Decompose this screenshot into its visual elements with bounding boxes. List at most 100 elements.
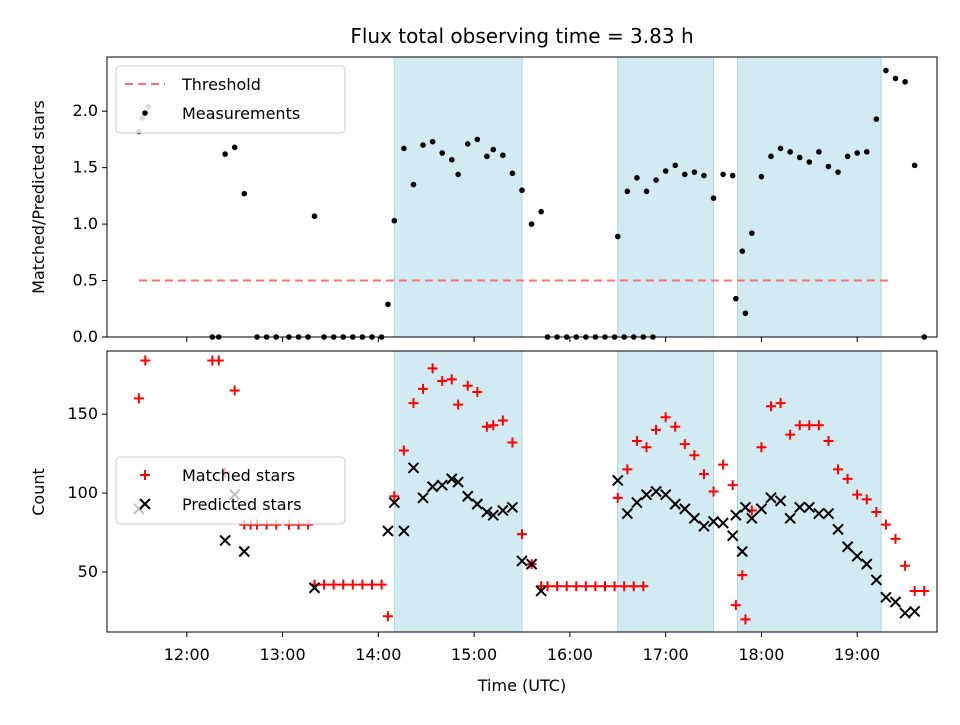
matched-point-66 (737, 570, 748, 581)
matched-point-77 (842, 473, 853, 484)
measurement-point-61 (701, 172, 707, 179)
predicted-point-12 (446, 473, 458, 485)
measurement-point-58 (672, 162, 679, 169)
matched-point-78 (852, 489, 863, 500)
predicted-point-43 (784, 512, 796, 525)
measurement-point-75 (816, 149, 822, 155)
matched-point-42 (561, 581, 572, 592)
y-tick-label-0: 0.0 (73, 327, 98, 346)
measurement-point-38 (528, 221, 535, 227)
matched-point-22 (382, 611, 393, 622)
measurement-point-31 (464, 141, 471, 147)
predicted-point-50 (851, 550, 863, 562)
measurement-point-35 (500, 152, 506, 159)
y-tick-label-4: 2.0 (73, 101, 98, 120)
measurement-point-25 (410, 181, 417, 188)
matched-point-46 (600, 581, 610, 592)
matched-point-70 (775, 398, 786, 409)
matched-point-71 (785, 429, 796, 440)
predicted-point-26 (640, 488, 653, 501)
measurement-point-78 (844, 153, 851, 160)
count-legend-box (115, 456, 346, 525)
measurement-point-84 (902, 79, 908, 85)
matched-point-40 (542, 581, 553, 592)
predicted-point-49 (841, 541, 854, 553)
predicted-point-39 (746, 512, 758, 525)
predicted-point-38 (736, 545, 748, 558)
measurement-point-7 (241, 190, 248, 197)
y-tick-label-0: 50 (78, 562, 98, 581)
measurement-point-39 (538, 208, 544, 215)
observing-interval-3 (736, 56, 882, 338)
matched-point-56 (660, 412, 671, 423)
y-tick-label-1: 0.5 (73, 271, 98, 290)
measurement-point-23 (391, 217, 398, 224)
predicted-point-40 (755, 503, 768, 515)
measurement-point-82 (883, 67, 889, 74)
ratio-y-axis-label: Matched/Predicted stars (29, 100, 48, 294)
predicted-point-25 (631, 496, 643, 509)
measurement-point-37 (519, 187, 525, 194)
predicted-point-15 (471, 498, 484, 510)
measurement-point-36 (509, 170, 516, 177)
matched-point-84 (909, 585, 920, 596)
matched-point-61 (708, 486, 719, 497)
matched-point-51 (612, 492, 623, 503)
measurement-point-76 (825, 163, 832, 170)
predicted-point-56 (908, 605, 921, 618)
predicted-point-17 (487, 509, 499, 521)
measurement-point-27 (429, 138, 436, 145)
matched-point-79 (861, 494, 872, 505)
measurement-point-53 (624, 188, 631, 195)
matched-point-65 (740, 614, 751, 625)
x-tick-label-1: 13:00 (260, 645, 306, 664)
matched-point-55 (651, 424, 662, 435)
measurement-point-22 (385, 301, 391, 308)
predicted-point-52 (870, 574, 883, 586)
legend-matched-label: Matched stars (182, 466, 295, 485)
matched-point-45 (590, 581, 601, 592)
matched-point-31 (462, 380, 473, 391)
predicted-point-34 (717, 517, 729, 529)
time-x-axis-label: Time (UTC) (477, 676, 566, 695)
matched-point-34 (488, 420, 499, 431)
matched-point-33 (481, 421, 492, 432)
matched-point-75 (823, 435, 834, 446)
matched-point-52 (622, 464, 633, 475)
measurement-point-57 (662, 168, 669, 174)
observing-interval-1 (393, 56, 523, 338)
predicted-point-21 (525, 558, 538, 570)
measurement-point-6 (231, 144, 238, 151)
measurement-point-54 (634, 175, 640, 181)
count-axes-frame (106, 350, 938, 633)
predicted-point-48 (832, 523, 844, 536)
predicted-point-3 (238, 545, 250, 558)
predicted-point-41 (765, 492, 777, 504)
x-tick-label-6: 18:00 (738, 645, 784, 664)
matched-point-54 (641, 442, 652, 453)
observing-interval-3 (736, 350, 882, 633)
predicted-point-53 (880, 591, 892, 603)
measurement-point-71 (777, 145, 784, 152)
matched-point-58 (679, 439, 690, 450)
measurement-point-81 (873, 116, 880, 122)
matched-point-15 (319, 579, 330, 590)
matched-point-73 (804, 420, 815, 431)
matched-point-30 (453, 399, 464, 410)
matched-point-20 (366, 579, 377, 590)
predicted-point-10 (426, 481, 439, 493)
observing-interval-1 (393, 350, 523, 633)
ratio-legend: Threshold Measurements (115, 65, 346, 134)
predicted-point-37 (739, 501, 752, 513)
matched-point-26 (418, 383, 429, 394)
matched-point-60 (698, 469, 709, 480)
measurement-point-73 (796, 154, 803, 161)
measurement-point-65 (733, 295, 739, 302)
matched-point-85 (919, 585, 930, 596)
legend-predicted-swatch (139, 498, 151, 510)
predicted-point-20 (516, 555, 528, 567)
matched-point-1 (140, 355, 151, 366)
predicted-point-14 (462, 490, 474, 502)
measurement-point-52 (614, 233, 621, 240)
predicted-point-7 (398, 525, 410, 537)
